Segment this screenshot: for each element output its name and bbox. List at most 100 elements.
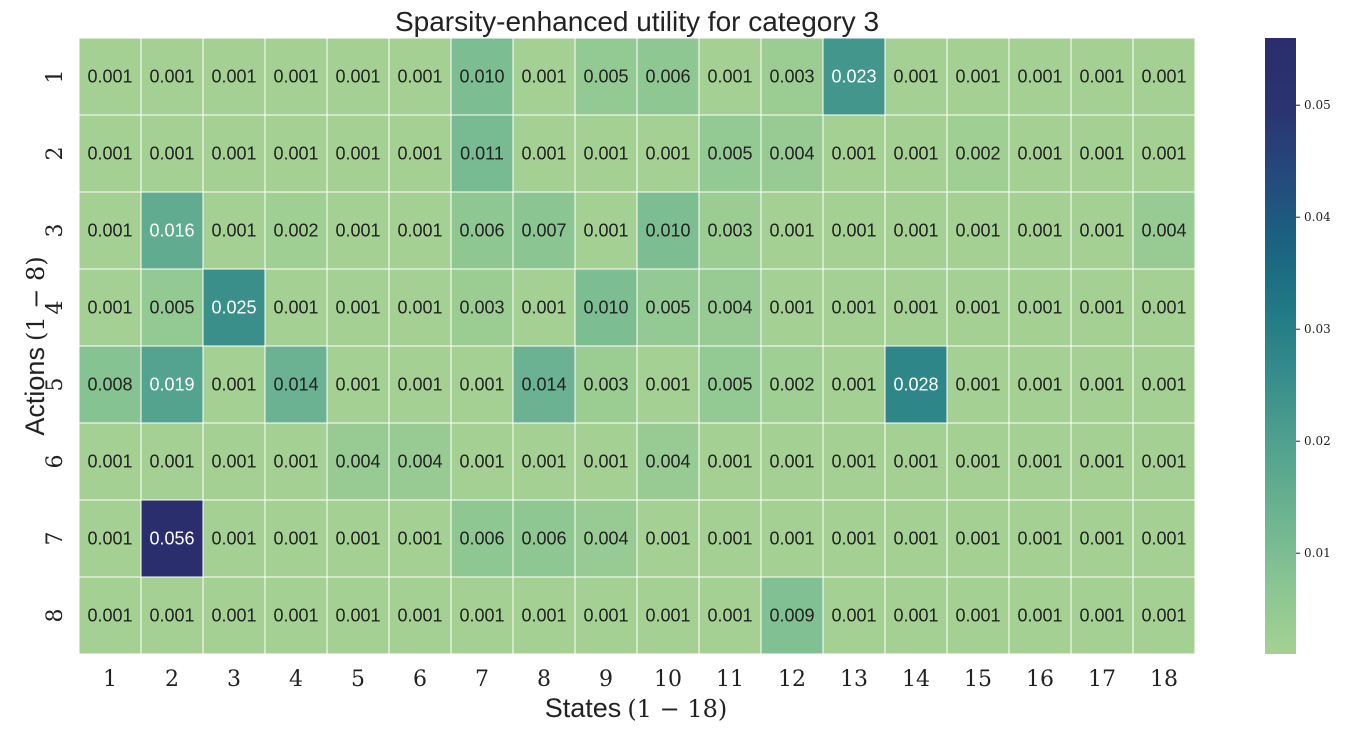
cell-value-label: 0.001 (1079, 221, 1124, 241)
cell-value-label: 0.001 (893, 298, 938, 318)
cell-value-label: 0.007 (521, 221, 566, 241)
cell-value-label: 0.025 (211, 298, 256, 318)
heatmap-cell (450, 422, 514, 501)
cell-value-label: 0.001 (955, 375, 1000, 395)
cell-value-label: 0.001 (397, 144, 442, 164)
heatmap-cell (264, 114, 328, 193)
cell-value-label: 0.001 (459, 606, 504, 626)
y-tick-label: 1 (43, 70, 68, 84)
cell-value-label: 0.001 (769, 529, 814, 549)
heatmap-cell (388, 576, 452, 655)
cell-value-label: 0.001 (149, 606, 194, 626)
colorbar-tick-label: 0.05 (1304, 98, 1331, 112)
heatmap-cell (946, 191, 1010, 270)
cell-value-label: 0.005 (149, 298, 194, 318)
heatmap-cell (78, 114, 142, 193)
cell-value-label: 0.023 (831, 67, 876, 87)
cell-value-label: 0.001 (1141, 606, 1186, 626)
heatmap-cell (760, 191, 824, 270)
heatmap-cell (1132, 576, 1196, 655)
cell-value-label: 0.005 (645, 298, 690, 318)
cell-value-label: 0.001 (831, 529, 876, 549)
y-tick-label: 6 (43, 455, 68, 469)
heatmap-cell (822, 191, 886, 270)
cell-value-label: 0.001 (1017, 67, 1062, 87)
cell-value-label: 0.001 (397, 67, 442, 87)
heatmap-cell (636, 499, 700, 578)
cell-value-label: 0.001 (397, 298, 442, 318)
cell-value-label: 0.001 (211, 67, 256, 87)
heatmap-cell (574, 345, 638, 424)
heatmap-cell (636, 114, 700, 193)
heatmap-cell (698, 114, 762, 193)
cell-value-label: 0.004 (335, 452, 380, 472)
cell-value-label: 0.001 (273, 529, 318, 549)
heatmap-cell (78, 37, 142, 116)
cell-value-label: 0.001 (1079, 606, 1124, 626)
cell-value-label: 0.001 (87, 67, 132, 87)
cell-value-label: 0.001 (273, 452, 318, 472)
cell-value-label: 0.001 (521, 452, 566, 472)
cell-value-label: 0.001 (335, 606, 380, 626)
cell-value-label: 0.005 (707, 375, 752, 395)
heatmap-cell (884, 37, 948, 116)
cell-value-label: 0.001 (211, 144, 256, 164)
heatmap-cell (1132, 37, 1196, 116)
cell-value-label: 0.001 (769, 298, 814, 318)
cell-value-label: 0.001 (211, 452, 256, 472)
cell-value-label: 0.028 (893, 375, 938, 395)
heatmap-cell (450, 114, 514, 193)
heatmap-cell (264, 422, 328, 501)
heatmap-cell (264, 191, 328, 270)
x-tick-label: 11 (716, 667, 744, 692)
heatmap-cell (1132, 499, 1196, 578)
x-tick-label: 5 (351, 667, 365, 692)
heatmap-cell (140, 422, 204, 501)
heatmap-cell (760, 268, 824, 347)
cell-value-label: 0.001 (583, 452, 628, 472)
heatmap-cell (1132, 268, 1196, 347)
x-tick-label: 17 (1088, 667, 1116, 692)
heatmap-cell (388, 37, 452, 116)
x-tick-label: 8 (537, 667, 551, 692)
heatmap-cell (78, 576, 142, 655)
heatmap-cell (574, 191, 638, 270)
cell-value-label: 0.001 (459, 375, 504, 395)
cell-value-label: 0.001 (87, 144, 132, 164)
x-tick-label: 4 (289, 667, 303, 692)
heatmap-cell (636, 37, 700, 116)
heatmap-cell (1070, 345, 1134, 424)
cell-value-label: 0.001 (831, 144, 876, 164)
heatmap-cell (512, 499, 576, 578)
cell-value-label: 0.001 (273, 606, 318, 626)
heatmap-cell (574, 114, 638, 193)
heatmap-cell (326, 576, 390, 655)
heatmap-cell (1070, 576, 1134, 655)
x-tick-label: 2 (165, 667, 179, 692)
cell-value-label: 0.001 (955, 67, 1000, 87)
cell-value-label: 0.004 (397, 452, 442, 472)
cell-value-label: 0.001 (1079, 375, 1124, 395)
heatmap-cell (140, 37, 204, 116)
heatmap-cell (388, 422, 452, 501)
heatmap-cell (698, 191, 762, 270)
heatmap-cell (78, 191, 142, 270)
heatmap-cell (822, 576, 886, 655)
cell-value-label: 0.001 (87, 452, 132, 472)
heatmap-cell (1132, 345, 1196, 424)
cell-value-label: 0.001 (893, 606, 938, 626)
cell-value-label: 0.004 (707, 298, 752, 318)
x-tick-label: 10 (654, 667, 682, 692)
heatmap-cell (388, 191, 452, 270)
heatmap-cell (140, 268, 204, 347)
cell-value-label: 0.006 (521, 529, 566, 549)
cell-value-label: 0.001 (831, 298, 876, 318)
heatmap-cell (450, 499, 514, 578)
heatmap-cell (822, 345, 886, 424)
heatmap-cell (1132, 191, 1196, 270)
heatmap-cell (78, 268, 142, 347)
heatmap-cell (326, 114, 390, 193)
cell-value-label: 0.001 (211, 529, 256, 549)
x-tick-label: 16 (1026, 667, 1054, 692)
